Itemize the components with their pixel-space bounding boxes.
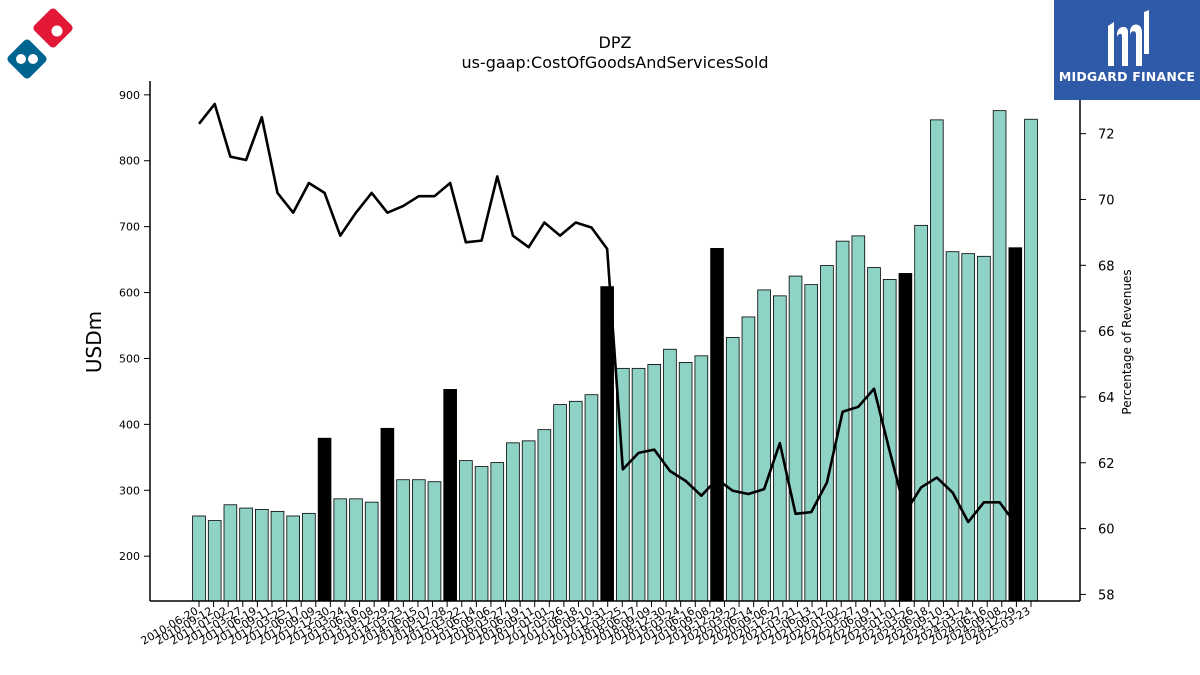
bar <box>851 235 866 602</box>
y2-tick-label: 66 <box>1098 325 1115 340</box>
bar <box>945 251 960 602</box>
bar <box>694 355 709 602</box>
y2-tick-label: 60 <box>1098 523 1115 538</box>
bar <box>427 481 442 602</box>
bar <box>600 286 614 602</box>
bar <box>443 389 457 602</box>
y-tick-label: 500 <box>119 352 140 365</box>
bar <box>506 442 520 602</box>
bar <box>725 336 740 602</box>
bar <box>788 275 803 602</box>
y2-tick-label: 58 <box>1098 588 1115 603</box>
bar <box>474 466 489 602</box>
brand-name: MIDGARD FINANCE <box>1058 69 1196 84</box>
y-tick-label: 600 <box>119 287 140 300</box>
bar <box>898 273 913 602</box>
bar <box>568 400 583 602</box>
bar <box>1024 118 1038 602</box>
chart-subtitle: us-gaap:CostOfGoodsAndServicesSold <box>461 53 768 72</box>
bar <box>286 515 300 602</box>
bar <box>459 460 473 602</box>
bar <box>254 508 269 602</box>
midgard-monogram-icon <box>1108 10 1149 66</box>
y-tick-label: 900 <box>119 89 140 102</box>
chart-title: DPZ <box>599 33 632 52</box>
y-tick-label: 400 <box>119 418 140 431</box>
bar <box>239 507 253 602</box>
y2-axis-label: Percentage of Revenues <box>1120 269 1134 414</box>
bar <box>396 479 410 602</box>
dominos-logo <box>0 0 90 90</box>
bar <box>914 224 928 602</box>
bar <box>647 363 662 602</box>
bar <box>270 510 285 602</box>
bar <box>553 404 567 602</box>
bar <box>302 512 316 602</box>
bar <box>1008 247 1023 602</box>
bar <box>584 394 599 602</box>
bar <box>977 255 991 602</box>
bar <box>490 462 505 602</box>
y-tick-label: 300 <box>119 484 140 497</box>
bar <box>961 253 976 602</box>
bar <box>631 367 646 602</box>
y2-tick-label: 72 <box>1098 128 1115 143</box>
bar <box>192 515 206 602</box>
bar <box>992 110 1007 602</box>
bar <box>411 479 426 602</box>
bar <box>537 429 552 602</box>
bar <box>804 284 819 602</box>
y2-tick-label: 70 <box>1098 193 1115 208</box>
bar <box>867 267 881 602</box>
y-tick-label: 700 <box>119 221 140 234</box>
bar <box>930 119 944 602</box>
y2-tick-label: 64 <box>1098 391 1115 406</box>
bar <box>380 427 395 602</box>
bar <box>820 265 834 602</box>
bar <box>333 498 348 602</box>
bar <box>521 440 536 602</box>
bar <box>835 240 850 602</box>
bar <box>349 498 363 602</box>
bar <box>317 437 332 602</box>
midgard-finance-badge: MIDGARD FINANCE <box>1054 0 1200 100</box>
bar <box>757 289 771 602</box>
y-tick-label: 200 <box>119 550 140 563</box>
y2-tick-label: 68 <box>1098 259 1115 274</box>
bar <box>364 501 379 602</box>
bar <box>882 278 897 602</box>
y2-tick-label: 62 <box>1098 457 1115 472</box>
bar <box>710 247 724 602</box>
y-tick-label: 800 <box>119 155 140 168</box>
y-axis-label: USDm <box>82 311 106 373</box>
bar <box>741 316 756 602</box>
plot-area: 200 300 400 500 600 700 800 900 58 60 62 64 66 68 70 72… <box>119 81 1115 648</box>
dominos-logo-icon <box>7 8 73 79</box>
bar <box>207 520 222 602</box>
bar <box>223 504 238 602</box>
line-series <box>197 102 1017 525</box>
